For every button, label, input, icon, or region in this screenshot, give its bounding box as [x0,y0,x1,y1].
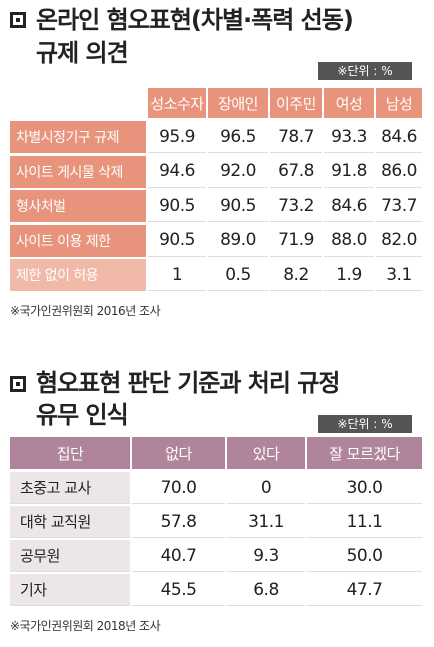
table-cell: 30.0 [307,472,422,504]
table-cell: 92.0 [208,155,268,188]
table-cell: 0.5 [208,259,268,291]
title-line: 규제 의견 [36,39,129,67]
column-header: 장애인 [208,88,268,118]
source: ※국가인권위원회 2018년 조사 [10,619,161,633]
unit-badge: ※단위 : % [318,415,412,433]
row-label: 기자 [10,574,130,606]
table-cell: 93.3 [324,121,374,153]
table-cell: 6.8 [227,574,305,606]
table-cell: 73.2 [270,190,322,222]
table-cell: 90.5 [148,224,206,257]
table-cell: 31.1 [227,506,305,538]
row-label: 차별시정기구 규제 [10,121,146,153]
table-cell: 1 [148,259,206,291]
column-header: 남성 [376,88,422,118]
table-cell: 50.0 [307,540,422,572]
table-cell: 95.9 [148,121,206,153]
title-line: 혐오표현 판단 기준과 처리 규정 [36,369,340,397]
title-line: 유무 인식 [36,401,129,429]
table-cell: 84.6 [324,190,374,222]
table-cell: 8.2 [270,259,322,291]
row-label: 공무원 [10,540,130,572]
bullet-icon [10,376,26,392]
table-cell: 0 [227,472,305,504]
column-header: 이주민 [270,88,322,118]
table-cell: 11.1 [307,506,422,538]
table-cell: 47.7 [307,574,422,606]
table-cell: 82.0 [376,224,422,257]
table-cell: 3.1 [376,259,422,291]
table-cell: 90.5 [148,190,206,222]
row-label: 초중고 교사 [10,472,130,504]
column-header: 집단 [10,437,130,469]
column-header: 성소수자 [148,88,206,118]
title-line: 온라인 혐오표현(차별·폭력 선동) [36,6,354,34]
table-cell: 84.6 [376,121,422,153]
table-cell: 88.0 [324,224,374,257]
column-header: 잘 모르겠다 [307,437,422,469]
table-cell: 67.8 [270,155,322,188]
column-header: 있다 [227,437,305,469]
table-cell: 71.9 [270,224,322,257]
column-header: 여성 [324,88,374,118]
row-label: 사이트 게시물 삭제 [10,155,146,188]
row-label: 형사처벌 [10,190,146,222]
table-cell: 73.7 [376,190,422,222]
table-cell: 86.0 [376,155,422,188]
bullet-icon [10,12,26,28]
unit-badge: ※단위 : % [318,62,412,80]
row-label: 사이트 이용 제한 [10,224,146,257]
table-cell: 45.5 [132,574,225,606]
table-cell: 70.0 [132,472,225,504]
table-cell: 78.7 [270,121,322,153]
table-cell: 1.9 [324,259,374,291]
table-cell: 89.0 [208,224,268,257]
row-label: 대학 교직원 [10,506,130,538]
table-cell: 96.5 [208,121,268,153]
table-cell: 9.3 [227,540,305,572]
source: ※국가인권위원회 2016년 조사 [10,304,161,318]
table-cell: 40.7 [132,540,225,572]
table-cell: 90.5 [208,190,268,222]
table-cell: 91.8 [324,155,374,188]
table-cell: 94.6 [148,155,206,188]
row-label: 제한 없이 허용 [10,259,146,291]
column-header: 없다 [132,437,225,469]
table-cell: 57.8 [132,506,225,538]
